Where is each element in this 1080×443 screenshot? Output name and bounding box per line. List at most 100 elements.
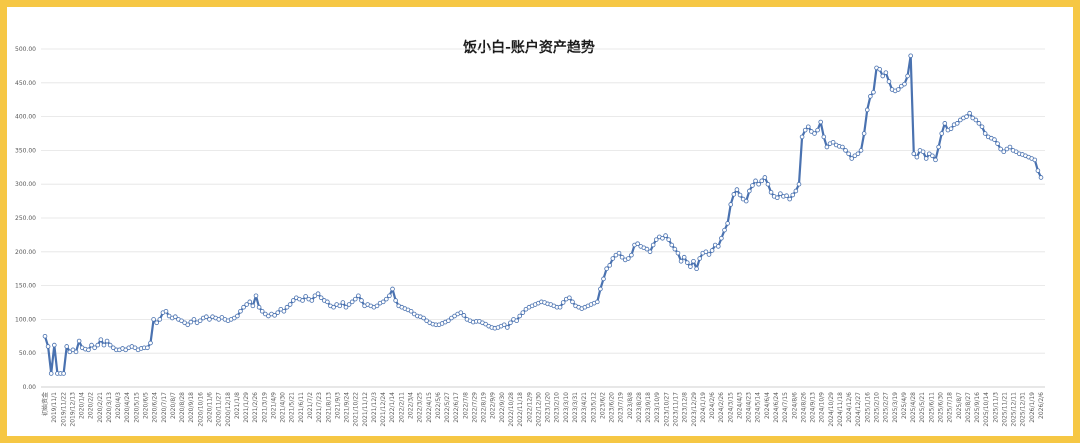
data-point — [849, 156, 855, 161]
data-point — [567, 295, 572, 301]
data-point — [734, 187, 740, 192]
x-tick-label: 2023/1/20 — [545, 392, 552, 423]
data-point — [508, 320, 513, 326]
data-point — [241, 304, 246, 310]
x-tick-label: 2021/1/29 — [243, 392, 250, 423]
data-point — [290, 298, 296, 303]
x-tick-label: 2023/12/29 — [691, 392, 698, 427]
data-point — [666, 237, 671, 242]
data-point — [973, 117, 979, 123]
data-point — [880, 73, 886, 79]
data-point — [719, 235, 724, 241]
x-tick-label: 2021/1/8 — [234, 392, 241, 419]
data-point — [976, 121, 982, 126]
data-point — [98, 337, 104, 342]
data-point — [303, 294, 308, 299]
x-tick-label: 2023/10/27 — [663, 392, 670, 427]
x-tick-label: 2022/2/11 — [398, 392, 405, 423]
x-tick-label: 2020/11/6 — [206, 392, 213, 423]
x-tick-label: 2022/3/25 — [417, 392, 424, 423]
chart-title: 饭小白-账户资产趋势 — [462, 39, 595, 56]
data-point — [517, 313, 523, 319]
x-tick-label: 2020/4/3 — [115, 392, 122, 419]
data-point — [613, 252, 619, 258]
chart-panel: 饭小白-账户资产趋势 0.00 50.00 100.00 150.00 200.00 25… — [7, 7, 1073, 436]
x-tick-label: 2025/5/21 — [919, 392, 926, 423]
x-tick-label: 2020/2/2 — [88, 392, 95, 419]
data-point — [812, 131, 817, 136]
data-point — [424, 318, 429, 324]
data-point — [626, 256, 631, 261]
data-point — [722, 227, 727, 233]
data-point — [616, 250, 622, 256]
data-point — [905, 73, 910, 79]
data-point — [759, 178, 765, 184]
x-tick-label: 2022/9/30 — [499, 392, 506, 423]
data-point — [709, 248, 715, 253]
x-tick-label: 2025/8/27 — [965, 392, 972, 423]
line-chart: 饭小白-账户资产趋势 0.00 50.00 100.00 150.00 200.00 25… — [15, 39, 1045, 427]
x-tick-label: 2024/2/6 — [709, 392, 716, 419]
data-point — [64, 344, 70, 349]
x-tick-label: 2024/5/14 — [755, 392, 762, 423]
data-point — [154, 320, 160, 326]
data-point — [964, 114, 969, 119]
data-point — [883, 70, 889, 75]
data-point — [601, 276, 606, 282]
x-tick-label: 2025/1/16 — [864, 392, 871, 423]
data-point — [787, 196, 792, 202]
data-point — [908, 53, 913, 59]
data-point — [858, 148, 864, 153]
x-tick-label: 2025/8/7 — [956, 392, 963, 419]
x-tick-label: 2022/12/30 — [535, 392, 542, 427]
data-point — [384, 296, 389, 302]
x-tick-label: 2023/4/21 — [581, 392, 588, 423]
x-tick-label: 2024/6/24 — [773, 392, 780, 423]
data-point — [95, 342, 101, 348]
x-tick-label: 2020/2/21 — [97, 392, 104, 423]
data-point — [607, 263, 613, 268]
data-point — [458, 310, 464, 315]
data-point — [390, 286, 395, 292]
x-tick-label: 2023/6/20 — [609, 392, 616, 423]
x-tick-label: 2024/7/15 — [782, 392, 789, 423]
data-point — [728, 202, 734, 207]
data-point — [179, 318, 184, 324]
data-point — [824, 144, 830, 150]
data-point — [815, 127, 820, 133]
x-tick-label: 2020/5/15 — [133, 392, 140, 423]
data-point — [380, 299, 386, 305]
data-point — [89, 342, 94, 348]
data-point — [731, 192, 737, 197]
data-point — [191, 317, 197, 322]
data-point — [173, 314, 178, 319]
x-tick-label: 2025/3/19 — [892, 392, 899, 423]
data-point — [315, 291, 321, 297]
data-point — [809, 129, 814, 134]
data-point — [421, 315, 426, 321]
x-tick-label: 2022/7/8 — [462, 392, 469, 419]
data-point — [393, 298, 398, 303]
x-tick-label: 2020/11/27 — [216, 392, 223, 427]
data-point — [337, 303, 343, 309]
data-point — [340, 300, 346, 305]
data-point — [663, 233, 668, 238]
data-point — [740, 196, 746, 202]
data-point — [895, 87, 901, 92]
x-tick-label: 2025/12/31 — [1020, 392, 1027, 427]
x-tick-label: 2025/11/3 — [992, 392, 999, 423]
data-point — [219, 315, 225, 320]
data-point — [660, 235, 665, 241]
data-point — [774, 195, 780, 201]
x-tick-label: 2025/4/28 — [910, 392, 917, 423]
data-point — [868, 94, 873, 99]
data-point — [1032, 157, 1038, 163]
data-point — [669, 242, 675, 248]
data-point — [157, 317, 163, 322]
data-point — [166, 313, 172, 319]
data-point — [349, 299, 355, 305]
data-point — [570, 299, 575, 305]
data-point — [194, 320, 200, 326]
data-point — [933, 157, 938, 163]
x-tick-label: 2022/10/28 — [508, 392, 515, 427]
